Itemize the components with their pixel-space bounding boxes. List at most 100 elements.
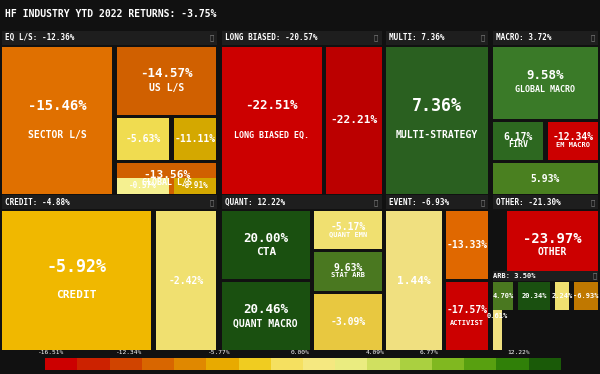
Text: -12.34%: -12.34% — [553, 132, 593, 142]
Bar — [464, 358, 497, 370]
Bar — [446, 282, 488, 350]
Bar — [117, 163, 216, 194]
Text: 4.70%: 4.70% — [492, 293, 514, 299]
Text: ⓘ: ⓘ — [374, 199, 379, 206]
Text: MACRO: 3.72%: MACRO: 3.72% — [496, 33, 551, 42]
Bar — [314, 294, 382, 350]
Bar — [493, 163, 598, 194]
Bar — [303, 358, 335, 370]
Text: -23.97%: -23.97% — [523, 232, 582, 246]
Text: MULTI-STRATEGY: MULTI-STRATEGY — [396, 130, 478, 140]
Bar — [493, 31, 598, 45]
Bar — [314, 252, 382, 291]
Text: LONG BIASED EQ.: LONG BIASED EQ. — [234, 131, 310, 140]
Bar — [386, 195, 488, 209]
Bar — [497, 358, 529, 370]
Bar — [271, 358, 303, 370]
Bar — [117, 47, 216, 115]
Text: -3.09%: -3.09% — [331, 317, 365, 327]
Bar — [400, 358, 432, 370]
Text: US L/S: US L/S — [149, 83, 184, 93]
Bar — [45, 358, 77, 370]
Text: ACTIVIST: ACTIVIST — [450, 320, 484, 326]
Text: 0.00%: 0.00% — [290, 350, 310, 355]
Bar — [326, 47, 382, 194]
Bar — [432, 358, 464, 370]
Text: 20.00%: 20.00% — [244, 232, 289, 245]
Text: FIRV: FIRV — [508, 140, 528, 149]
Bar — [574, 282, 598, 310]
Bar — [386, 211, 442, 350]
Bar — [386, 31, 488, 45]
Bar — [2, 211, 151, 350]
Text: 20.46%: 20.46% — [244, 303, 289, 316]
Text: -5.77%: -5.77% — [208, 350, 230, 355]
Text: EVENT: -6.93%: EVENT: -6.93% — [389, 198, 449, 207]
Text: ⓘ: ⓘ — [590, 34, 595, 41]
Bar — [77, 358, 110, 370]
Text: -5.63%: -5.63% — [125, 134, 161, 144]
Bar — [142, 358, 174, 370]
Bar — [386, 47, 488, 194]
Text: -17.57%: -17.57% — [446, 304, 488, 315]
Text: OTHER: -21.30%: OTHER: -21.30% — [496, 198, 560, 207]
Bar — [222, 282, 310, 350]
Bar — [555, 282, 569, 310]
Bar — [222, 211, 310, 279]
Text: HF INDUSTRY YTD 2022 RETURNS: -3.75%: HF INDUSTRY YTD 2022 RETURNS: -3.75% — [5, 9, 217, 19]
Bar — [174, 358, 206, 370]
Text: QUANT EMN: QUANT EMN — [329, 231, 367, 237]
Bar — [174, 118, 216, 160]
Text: -6.93%: -6.93% — [574, 293, 599, 299]
Text: ⓘ: ⓘ — [480, 199, 485, 206]
Text: 6.17%: 6.17% — [503, 132, 532, 142]
Text: -0.57%: -0.57% — [129, 181, 157, 190]
Text: -8.91%: -8.91% — [181, 181, 209, 190]
Text: STAT ARB: STAT ARB — [331, 272, 365, 278]
Bar — [0, 0, 600, 31]
Text: ⓘ: ⓘ — [480, 34, 485, 41]
Text: GLOBAL L/S: GLOBAL L/S — [142, 177, 191, 186]
Bar — [493, 47, 598, 119]
Bar — [493, 122, 543, 160]
Bar — [493, 282, 502, 350]
Text: -14.57%: -14.57% — [140, 67, 193, 80]
Bar — [548, 122, 598, 160]
Bar — [367, 358, 400, 370]
Bar — [206, 358, 239, 370]
Text: SECTOR L/S: SECTOR L/S — [28, 130, 86, 140]
Bar — [2, 31, 217, 45]
Text: QUANT MACRO: QUANT MACRO — [233, 318, 298, 328]
Bar — [2, 195, 217, 209]
Text: EM MACRO: EM MACRO — [556, 142, 590, 148]
Bar — [507, 211, 598, 279]
Text: MULTI: 7.36%: MULTI: 7.36% — [389, 33, 445, 42]
Bar — [493, 271, 598, 281]
Bar — [446, 211, 488, 279]
Text: CREDIT: CREDIT — [56, 290, 97, 300]
Text: CREDIT: -4.88%: CREDIT: -4.88% — [5, 198, 70, 207]
Text: 6.77%: 6.77% — [419, 350, 439, 355]
Bar — [239, 358, 271, 370]
Bar — [117, 178, 169, 194]
Text: ⓘ: ⓘ — [374, 34, 379, 41]
Bar — [222, 195, 382, 209]
Text: 12.22%: 12.22% — [508, 350, 530, 355]
Text: ⓘ: ⓘ — [590, 199, 595, 206]
Bar — [156, 211, 216, 350]
Bar — [493, 282, 513, 310]
Bar — [174, 178, 216, 194]
Text: -5.17%: -5.17% — [331, 221, 365, 232]
Bar — [518, 282, 550, 310]
Text: -5.92%: -5.92% — [47, 258, 107, 276]
Bar — [222, 31, 382, 45]
Text: ⓘ: ⓘ — [209, 199, 214, 206]
Text: 1.44%: 1.44% — [397, 276, 431, 286]
Text: CTA: CTA — [256, 247, 276, 257]
Text: -12.34%: -12.34% — [116, 350, 142, 355]
Text: ⓘ: ⓘ — [592, 273, 596, 279]
Text: -13.56%: -13.56% — [143, 170, 190, 180]
Text: 9.58%: 9.58% — [527, 69, 564, 82]
Text: 7.36%: 7.36% — [412, 97, 462, 115]
Text: EQ L/S: -12.36%: EQ L/S: -12.36% — [5, 33, 74, 42]
